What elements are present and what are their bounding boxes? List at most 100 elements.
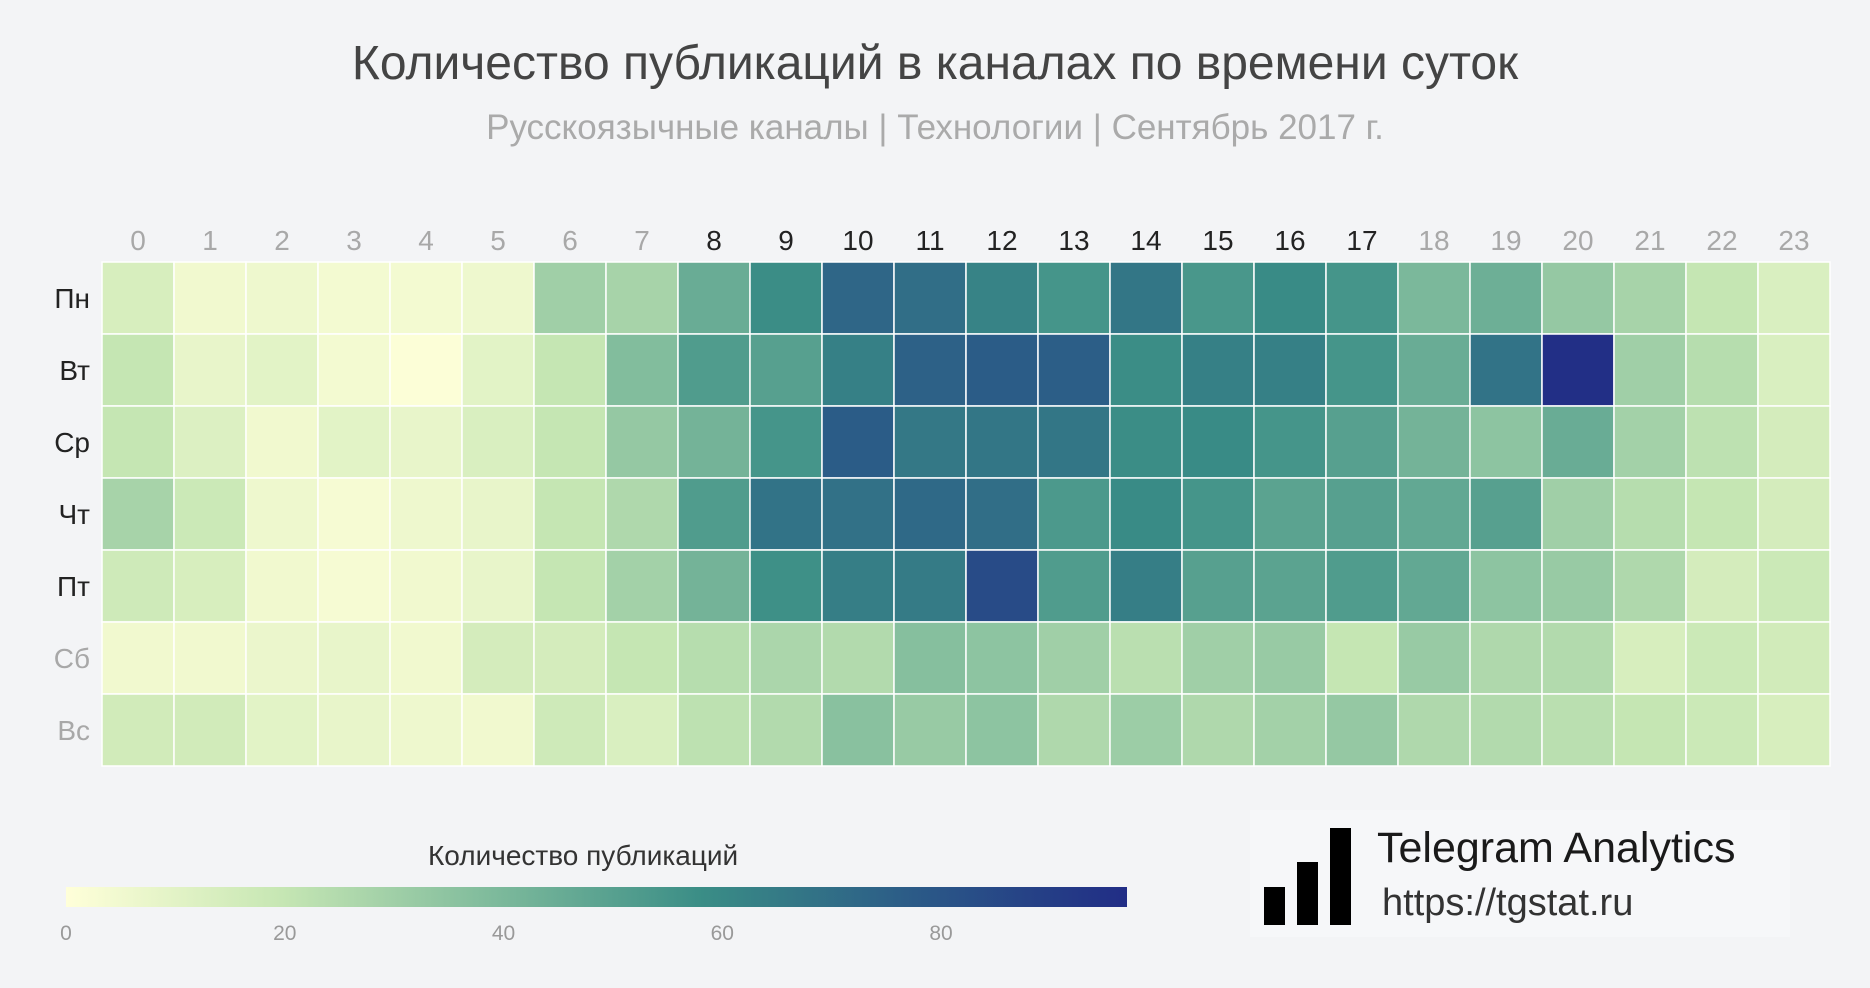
- colorbar-tick-label: 60: [710, 922, 734, 945]
- heatmap-cell: [1037, 549, 1111, 623]
- hour-label-5: 5: [490, 225, 506, 256]
- heatmap-cell: [1037, 621, 1111, 695]
- heatmap-cell: [173, 405, 247, 479]
- heatmap-cell: [1757, 549, 1831, 623]
- hour-label-1: 1: [202, 225, 218, 256]
- heatmap-cell: [965, 549, 1039, 623]
- heatmap-cell: [533, 405, 607, 479]
- hour-label-17: 17: [1346, 225, 1377, 256]
- heatmap-cell: [821, 405, 895, 479]
- heatmap-cell: [1037, 693, 1111, 767]
- heatmap-cell: [1613, 621, 1687, 695]
- heatmap-cell: [1325, 261, 1399, 335]
- heatmap-cell: [1757, 621, 1831, 695]
- heatmap-cell: [389, 477, 463, 551]
- hour-label-13: 13: [1058, 225, 1089, 256]
- heatmap-cell: [605, 549, 679, 623]
- heatmap-cell: [1541, 477, 1615, 551]
- heatmap-cell: [1469, 261, 1543, 335]
- heatmap-cell: [389, 405, 463, 479]
- heatmap-cell: [821, 261, 895, 335]
- heatmap-cell: [605, 477, 679, 551]
- hour-label-14: 14: [1130, 225, 1161, 256]
- heatmap-cell: [1253, 261, 1327, 335]
- heatmap-cell: [893, 477, 967, 551]
- heatmap-cell: [749, 477, 823, 551]
- colorbar-tick-label: 0: [60, 922, 72, 945]
- heatmap-cell: [1541, 405, 1615, 479]
- day-label-4: Пт: [57, 571, 90, 602]
- heatmap-cell: [677, 261, 751, 335]
- heatmap-cell: [1613, 261, 1687, 335]
- heatmap-cell: [1469, 549, 1543, 623]
- heatmap-cell: [1685, 261, 1759, 335]
- heatmap-cell: [821, 693, 895, 767]
- heatmap-cell: [245, 261, 319, 335]
- colorbar-tick-label: 20: [273, 922, 297, 945]
- heatmap-cell: [1757, 333, 1831, 407]
- heatmap-cell: [1469, 477, 1543, 551]
- heatmap-cell: [1685, 693, 1759, 767]
- day-label-2: Ср: [54, 427, 90, 458]
- heatmap-cell: [1397, 621, 1471, 695]
- hour-label-19: 19: [1490, 225, 1521, 256]
- heatmap-cell: [1181, 333, 1255, 407]
- heatmap-cell: [461, 549, 535, 623]
- heatmap-cell: [677, 477, 751, 551]
- heatmap-cell: [1109, 261, 1183, 335]
- heatmap-cell: [173, 549, 247, 623]
- heatmap-cell: [965, 693, 1039, 767]
- heatmap-cell: [1685, 477, 1759, 551]
- heatmap-cell: [749, 693, 823, 767]
- heatmap-cell: [1109, 477, 1183, 551]
- heatmap-cell: [1613, 693, 1687, 767]
- day-label-3: Чт: [59, 499, 91, 530]
- hour-label-22: 22: [1706, 225, 1737, 256]
- heatmap-cell: [893, 693, 967, 767]
- hour-label-23: 23: [1778, 225, 1809, 256]
- heatmap-cell: [533, 477, 607, 551]
- heatmap-cell: [461, 405, 535, 479]
- heatmap-cell: [245, 405, 319, 479]
- heatmap-cell: [893, 261, 967, 335]
- heatmap-cell: [317, 477, 391, 551]
- heatmap-cell: [245, 693, 319, 767]
- hour-label-6: 6: [562, 225, 578, 256]
- heatmap-cell: [965, 333, 1039, 407]
- heatmap-cell: [461, 477, 535, 551]
- heatmap-cell: [1109, 333, 1183, 407]
- heatmap-cell: [461, 621, 535, 695]
- heatmap-cell: [389, 621, 463, 695]
- heatmap-cell: [893, 621, 967, 695]
- heatmap-cell: [1253, 333, 1327, 407]
- heatmap-cell: [1253, 549, 1327, 623]
- heatmap-cell: [389, 333, 463, 407]
- heatmap-cell: [1397, 693, 1471, 767]
- heatmap-cell: [1541, 261, 1615, 335]
- heatmap-cell: [677, 693, 751, 767]
- heatmap-cell: [1757, 261, 1831, 335]
- heatmap-cell: [1685, 549, 1759, 623]
- heatmap-cell: [893, 333, 967, 407]
- heatmap-cell: [1253, 405, 1327, 479]
- heatmap-cell: [533, 693, 607, 767]
- brand-url[interactable]: https://tgstat.ru: [1382, 882, 1634, 924]
- heatmap-cell: [677, 549, 751, 623]
- hour-label-7: 7: [634, 225, 650, 256]
- heatmap-cell: [1397, 261, 1471, 335]
- heatmap-cell: [317, 261, 391, 335]
- heatmap-cell: [245, 333, 319, 407]
- heatmap-cell: [317, 405, 391, 479]
- heatmap-cell: [1469, 621, 1543, 695]
- heatmap-cell: [1613, 333, 1687, 407]
- heatmap-cell: [1469, 333, 1543, 407]
- heatmap-cell: [1181, 549, 1255, 623]
- heatmap-cell: [677, 621, 751, 695]
- heatmap-cell: [1109, 693, 1183, 767]
- heatmap-cell: [1541, 333, 1615, 407]
- heatmap-cell: [1685, 333, 1759, 407]
- heatmap-cell: [605, 333, 679, 407]
- heatmap-cell: [749, 333, 823, 407]
- heatmap-cell: [101, 693, 175, 767]
- heatmap-cell: [1109, 621, 1183, 695]
